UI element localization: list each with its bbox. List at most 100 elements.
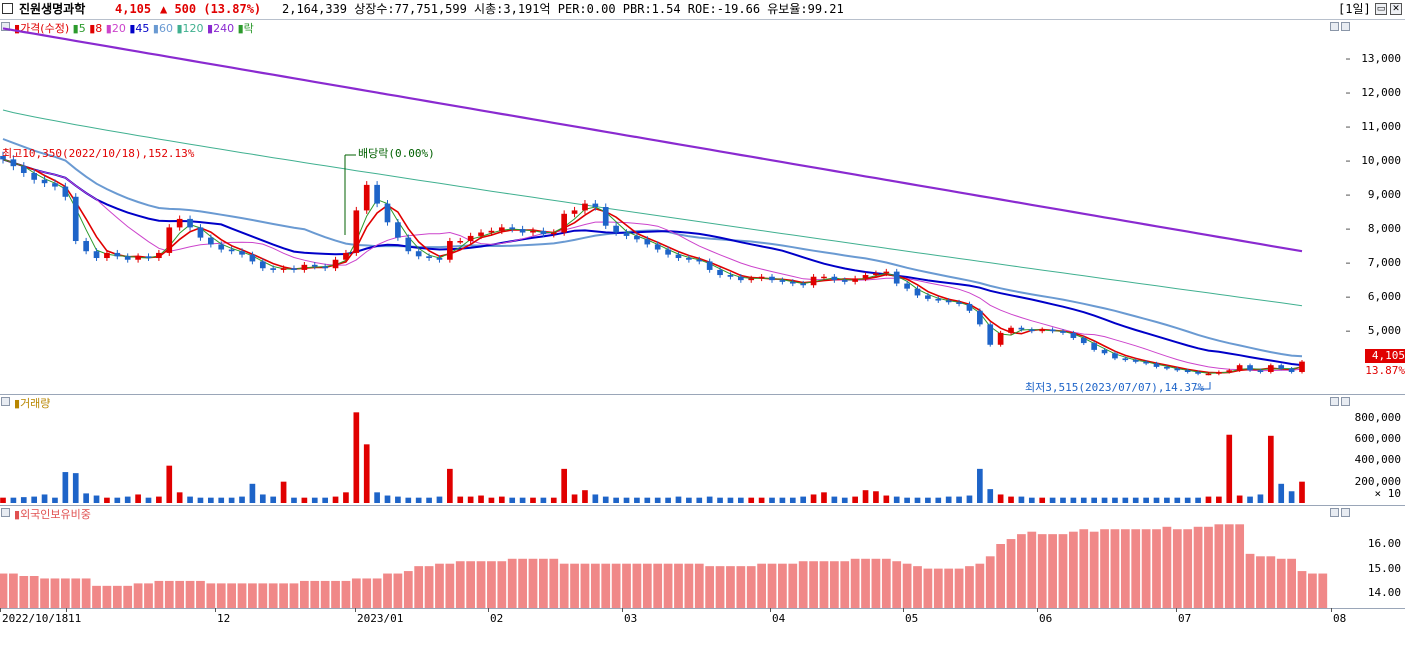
legend-price: 가격(수정): [20, 22, 70, 35]
candle-body: [239, 251, 245, 255]
restore-icon[interactable]: ▭: [1375, 3, 1387, 15]
candle-body: [0, 155, 6, 160]
panel-minimize-icon[interactable]: [1330, 22, 1339, 31]
foreign-bar: [237, 583, 247, 608]
legend-ex: 락: [243, 22, 254, 35]
candle-body: [1153, 363, 1160, 367]
foreign-bar: [1276, 558, 1286, 608]
foreign-bar: [487, 561, 496, 608]
price-marker-pct: 13.87%: [1365, 364, 1405, 377]
foreign-maximize-icon[interactable]: [1341, 508, 1350, 517]
foreign-panel-menu-icon[interactable]: [1, 508, 10, 517]
volume-chart-panel[interactable]: ▮거래량: [0, 395, 1350, 505]
candle-body: [800, 283, 807, 286]
legend-ma20: 20: [111, 22, 126, 35]
stock-name[interactable]: 진원생명과학: [19, 2, 86, 16]
foreign-bar: [164, 580, 174, 608]
select-checkbox[interactable]: [2, 3, 13, 14]
foreign-bar: [1152, 529, 1161, 608]
volume-maximize-icon[interactable]: [1341, 397, 1350, 406]
price-axis: 13,000 12,000 11,000 10,000 9,000 8,000 7,000 6…: [1350, 20, 1405, 394]
date-tick: 2022/10/18: [2, 612, 69, 625]
foreign-bar: [954, 568, 964, 608]
foreign-bar: [632, 563, 642, 608]
foreign-bar: [539, 558, 548, 608]
foreign-bar: [829, 561, 839, 608]
volume-bar: [114, 497, 121, 503]
foreign-bar: [757, 563, 766, 608]
panel-menu-icon[interactable]: [1, 22, 10, 31]
foreign-ownership-panel[interactable]: ▮외국인보유비중: [0, 506, 1350, 608]
foreign-bar: [185, 580, 195, 608]
volume-bar: [124, 496, 131, 503]
volume-bar: [530, 497, 536, 503]
foreign-bar: [559, 563, 569, 608]
candle-body: [1299, 361, 1305, 372]
close-icon[interactable]: ✕: [1390, 3, 1402, 15]
foreign-plot[interactable]: [0, 506, 1350, 608]
volume-bar: [727, 497, 734, 503]
volume-bar: [498, 496, 505, 503]
candle-body: [1205, 373, 1212, 376]
candle-body: [1247, 365, 1253, 371]
foreign-bar: [881, 558, 891, 608]
candle-body: [831, 276, 838, 281]
price-chart-panel[interactable]: ▮가격(수정) ▮5 ▮8 ▮20 ▮45 ▮60 ▮120 ▮240 ▮락 최…: [0, 20, 1350, 394]
foreign-bar: [102, 585, 112, 608]
foreign-bar: [497, 561, 507, 608]
volume-bar: [1132, 497, 1139, 503]
candle-body: [114, 252, 121, 257]
period-selector[interactable]: [1일]: [1338, 2, 1371, 16]
volume-bar: [800, 496, 807, 503]
volume-plot[interactable]: [0, 395, 1350, 505]
candle-body: [1091, 343, 1097, 350]
foreign-bar: [642, 563, 652, 608]
foreign-bar: [1100, 529, 1109, 608]
candle-body: [893, 271, 900, 284]
candle-body: [104, 252, 110, 259]
foreign-bar: [913, 566, 922, 608]
candle-body: [530, 230, 536, 233]
legend-foreign: 외국인보유비중: [20, 508, 91, 521]
volume-bar: [873, 491, 879, 503]
candle-body: [935, 298, 942, 301]
volume-bar: [686, 497, 692, 503]
foreign-bar: [611, 563, 621, 608]
volume-bar: [717, 497, 723, 503]
foreign-bar: [902, 563, 912, 608]
volume-panel-menu-icon[interactable]: [1, 397, 10, 406]
volume-bar: [1299, 481, 1305, 503]
candle-body: [779, 280, 786, 282]
date-tick: 12: [217, 612, 231, 625]
volume-bar: [41, 494, 48, 503]
candle-body: [1278, 365, 1285, 369]
candle-body: [280, 268, 287, 270]
low-marker-arrow: [1195, 382, 1211, 390]
price-plot[interactable]: [0, 20, 1350, 394]
candle-body: [717, 269, 723, 276]
foreign-bar: [1120, 529, 1130, 608]
ma120-line: [2, 109, 1303, 307]
candle-body: [696, 259, 703, 262]
candle-body: [956, 302, 962, 304]
volume-bar: [1278, 483, 1285, 503]
candle-body: [457, 241, 464, 243]
panel-maximize-icon[interactable]: [1341, 22, 1350, 31]
foreign-bar: [1172, 529, 1182, 608]
volume-bar: [1216, 496, 1222, 503]
foreign-bar: [850, 558, 860, 608]
candle-body: [665, 249, 671, 255]
foreign-minimize-icon[interactable]: [1330, 508, 1339, 517]
volume-bar: [1070, 497, 1077, 503]
volume-minimize-icon[interactable]: [1330, 397, 1339, 406]
foreign-bar: [403, 571, 413, 608]
volume-bar: [987, 489, 994, 503]
volume-bar: [602, 496, 609, 503]
foreign-bar: [861, 558, 870, 608]
candle-body: [613, 225, 619, 233]
volume-bar: [956, 496, 962, 503]
foreign-bar: [29, 576, 39, 608]
candle-body: [1018, 327, 1025, 330]
foreign-bar: [289, 583, 299, 608]
volume-bar: [104, 497, 110, 503]
